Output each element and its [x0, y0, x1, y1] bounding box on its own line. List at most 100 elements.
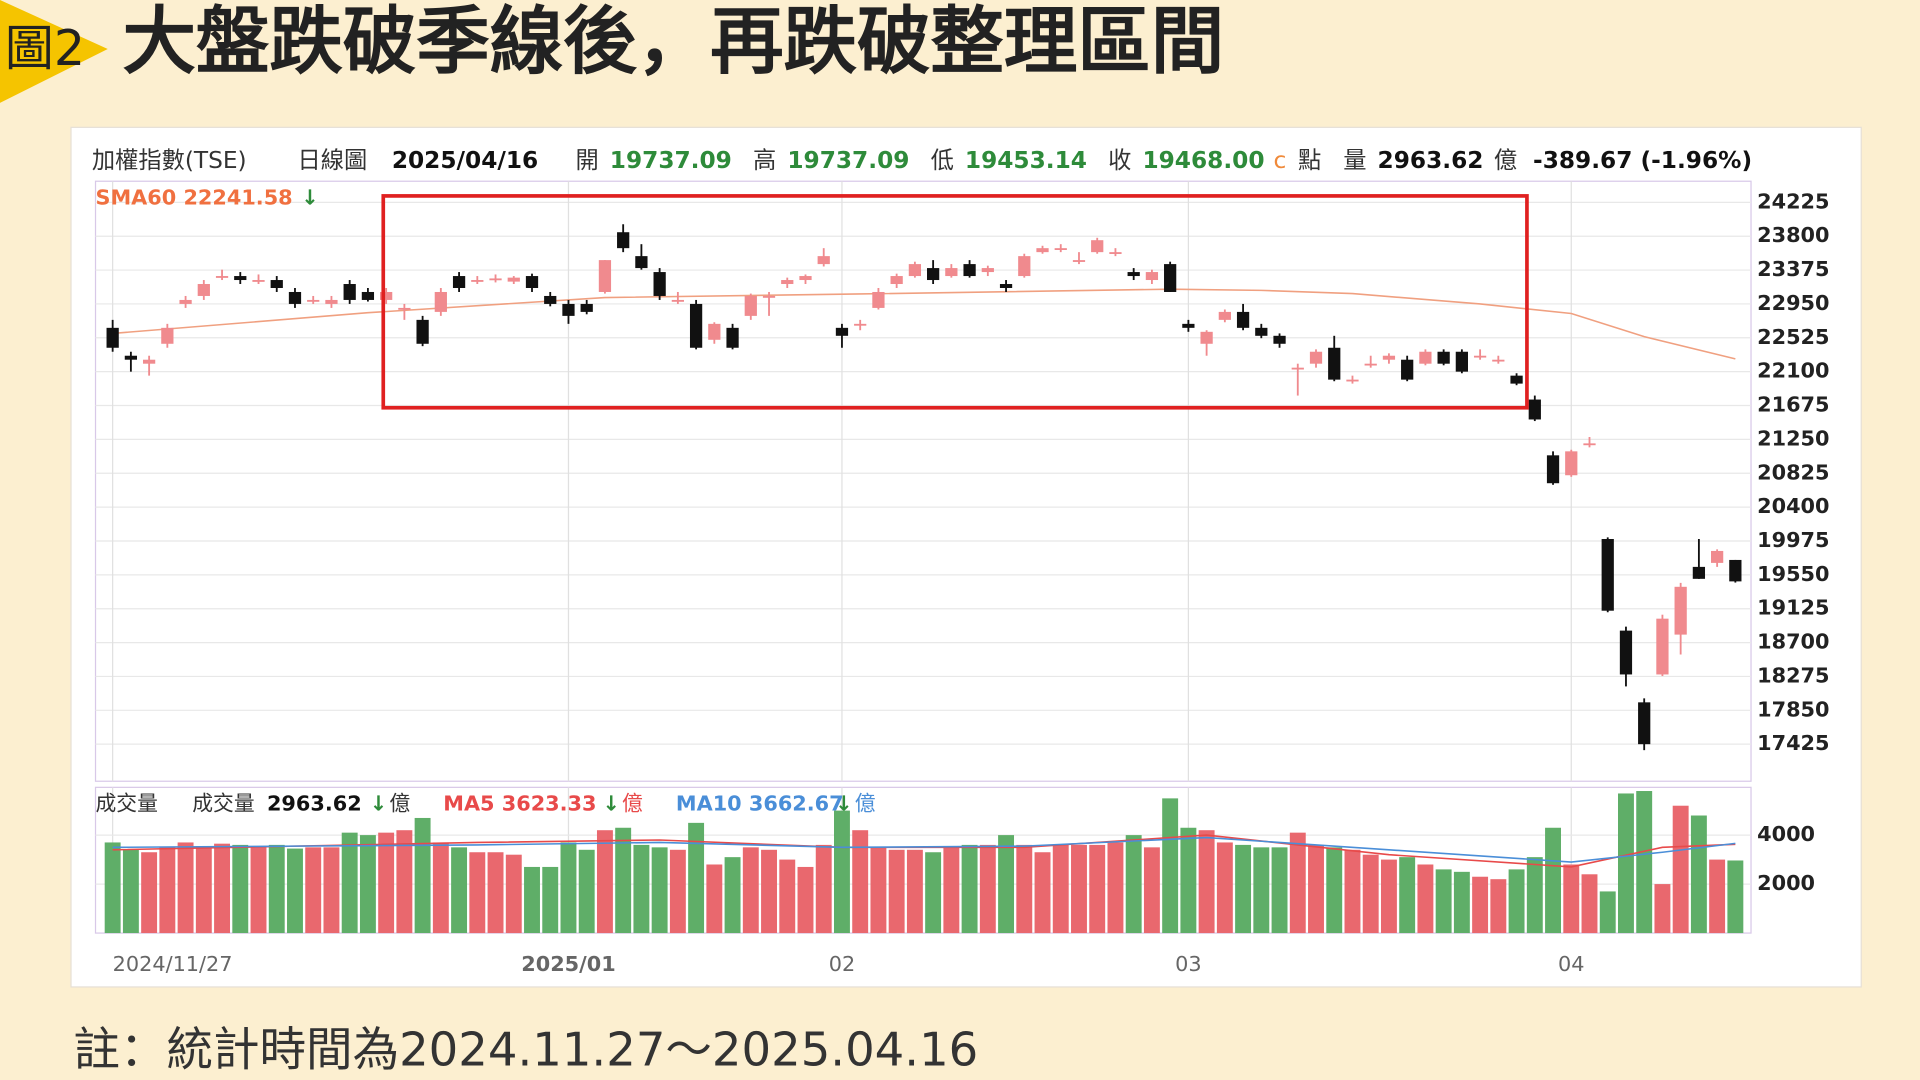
- header-item: 加權指數(TSE): [92, 147, 247, 174]
- candle-body: [1091, 240, 1104, 253]
- y-tick-label: 21250: [1757, 426, 1829, 450]
- candle-body: [471, 280, 484, 282]
- ma-unit: 億: [855, 791, 876, 815]
- candle-body: [908, 264, 922, 277]
- volume-bar: [1563, 864, 1580, 934]
- volume-bar: [1071, 844, 1087, 934]
- y-tick-label: 22525: [1757, 325, 1829, 349]
- header-item: 19737.09: [787, 147, 909, 174]
- volume-bar: [542, 866, 559, 934]
- y-tick-label: 24225: [1757, 189, 1829, 213]
- volume-bar: [378, 832, 395, 934]
- header-item: 19737.09: [610, 147, 732, 174]
- candle-body: [288, 291, 302, 304]
- header-item: 2963.62: [1378, 147, 1484, 174]
- volume-bar: [1107, 842, 1124, 934]
- candle-body: [215, 276, 229, 278]
- header-item: 收: [1108, 147, 1131, 174]
- volume-bar: [943, 847, 960, 934]
- candle-body: [617, 232, 630, 249]
- candle-body: [434, 291, 447, 312]
- candle-body: [398, 307, 411, 310]
- x-tick-label: 2025/01: [521, 952, 615, 976]
- volume-bar: [232, 844, 249, 934]
- candle-body: [1218, 311, 1231, 320]
- volume-bar: [834, 810, 850, 934]
- volume-bar: [341, 832, 358, 934]
- candle-body: [945, 268, 958, 277]
- candle-body: [598, 260, 612, 292]
- candle-body: [835, 327, 849, 336]
- candle-body: [726, 327, 739, 348]
- volume-bar: [1253, 847, 1270, 934]
- volume-bar: [1690, 815, 1707, 934]
- volume-bar: [359, 835, 376, 934]
- candle-body: [1145, 272, 1159, 281]
- volume-bar: [1618, 793, 1634, 934]
- volume-bar: [1308, 844, 1324, 934]
- header-item: 低: [931, 147, 954, 174]
- candle-body: [270, 280, 283, 288]
- candle-body: [781, 280, 794, 285]
- candle-body: [179, 299, 192, 304]
- header-item: 2025/04/16: [392, 147, 538, 174]
- candle-body: [1692, 566, 1706, 579]
- header-item: 點: [1298, 147, 1321, 174]
- candle-body: [325, 299, 338, 304]
- candle-body: [1583, 443, 1596, 446]
- volume-bar: [1508, 869, 1525, 934]
- volume-bar: [1052, 844, 1069, 934]
- volume-bar: [797, 866, 814, 934]
- volume-bar: [487, 852, 504, 934]
- volume-bar: [706, 864, 723, 934]
- volume-bar: [1289, 832, 1306, 934]
- candle-body: [1109, 252, 1122, 254]
- volume-bar: [1545, 827, 1561, 934]
- candle-body: [343, 284, 356, 300]
- candle-body: [1674, 586, 1687, 635]
- candle-body: [1127, 272, 1140, 277]
- y-tick-label: 21675: [1757, 393, 1829, 417]
- volume-bar: [432, 842, 449, 934]
- candle-body: [380, 291, 393, 300]
- line: [112, 288, 1736, 360]
- volume-bar: [1490, 879, 1507, 934]
- volume-bar: [906, 849, 923, 934]
- volume-bar: [724, 857, 741, 934]
- candle-body: [1182, 323, 1195, 328]
- volume-bar: [651, 847, 668, 934]
- volume-bar: [524, 866, 540, 934]
- x-tick-label: 04: [1558, 952, 1584, 976]
- candle-body: [124, 355, 138, 360]
- volume-bar: [1417, 864, 1434, 934]
- candle-body: [1054, 248, 1067, 250]
- y-tick-label: 19125: [1757, 596, 1829, 620]
- volume-bar: [1162, 798, 1179, 934]
- ma-unit: 億: [622, 791, 643, 815]
- candle-body: [1656, 618, 1669, 675]
- plot: 加權指數(TSE) 日線圖 2025/04/16 開 19737.09 高 19737.09…: [92, 147, 1830, 976]
- y-tick-label: 18700: [1757, 630, 1829, 654]
- volume-bar: [1344, 849, 1361, 934]
- volume-bar: [396, 830, 413, 934]
- candle-body: [197, 284, 210, 296]
- volume-bar: [1654, 884, 1671, 934]
- volume-bar: [141, 852, 158, 934]
- candle-body: [1437, 351, 1450, 364]
- volume-bar: [1198, 830, 1215, 934]
- line: [112, 834, 1736, 868]
- overlay-arrow: ↓: [301, 185, 318, 209]
- volume-bar: [961, 844, 978, 934]
- candle-body: [1255, 327, 1268, 336]
- candle-body: [799, 276, 812, 281]
- candle-body: [653, 272, 666, 296]
- volume-bar: [104, 842, 121, 934]
- candle-body: [854, 323, 867, 326]
- volume-bar: [1216, 842, 1233, 934]
- volume-bar: [1125, 835, 1142, 934]
- volume-bar: [1089, 844, 1106, 934]
- volume-bar: [268, 844, 285, 934]
- candle-body: [361, 291, 375, 300]
- x-tick-label: 02: [829, 952, 855, 976]
- y-tick-label: 22100: [1757, 359, 1829, 383]
